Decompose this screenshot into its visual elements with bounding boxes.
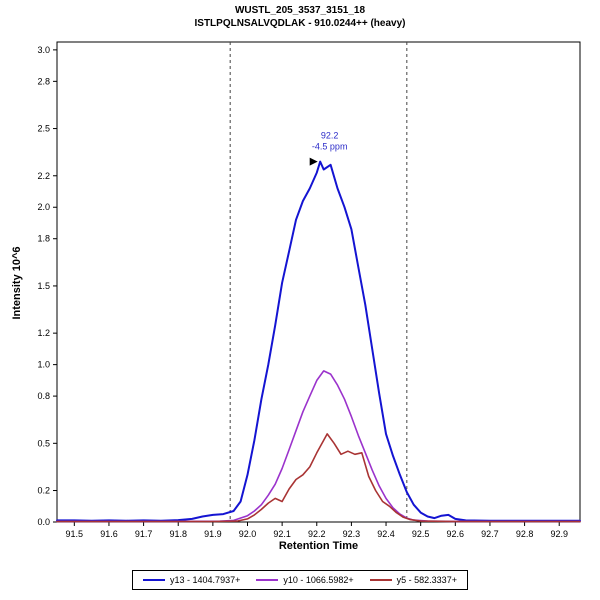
legend-item-y5: y5 - 582.3337+ — [369, 575, 457, 585]
y10-line-swatch — [256, 579, 279, 581]
x-tick-label: 91.6 — [100, 529, 118, 539]
chart-header: WUSTL_205_3537_3151_18 ISTLPQLNSALVQDLAK… — [0, 4, 600, 30]
y-tick-label: 0.2 — [37, 486, 50, 496]
trace-y13 — [56, 160, 581, 522]
y-tick-label: 0.5 — [37, 438, 50, 448]
y-tick-label: 0.0 — [37, 517, 50, 527]
y-tick-label: 2.0 — [37, 202, 50, 212]
y-tick-label: 0.8 — [37, 391, 50, 401]
y-tick-label: 3.0 — [37, 45, 50, 55]
x-tick-label: 92.3 — [343, 529, 361, 539]
y-tick-label: 2.2 — [37, 171, 50, 181]
peak-apex-marker-icon — [309, 157, 318, 166]
x-tick-label: 92.5 — [412, 529, 430, 539]
legend-label-y5: y5 - 582.3337+ — [396, 575, 457, 585]
peak-rt-annotation: 92.2 — [321, 131, 339, 141]
peak-ppm-annotation: -4.5 ppm — [312, 142, 348, 152]
y-tick-label: 2.5 — [37, 124, 50, 134]
y-axis-label: Intensity 10^6 — [11, 246, 23, 320]
x-tick-label: 92.2 — [308, 529, 326, 539]
y-tick-label: 1.2 — [37, 328, 50, 338]
legend-item-y10: y10 - 1066.5982+ — [256, 575, 354, 585]
x-tick-label: 92.1 — [273, 529, 291, 539]
legend-box: y13 - 1404.7937+ y10 - 1066.5982+ y5 - 5… — [132, 570, 468, 590]
y-tick-label: 2.8 — [37, 76, 50, 86]
y13-line-swatch — [143, 579, 166, 581]
legend-item-y13: y13 - 1404.7937+ — [143, 575, 240, 585]
legend: y13 - 1404.7937+ y10 - 1066.5982+ y5 - 5… — [0, 570, 600, 590]
x-tick-label: 91.5 — [66, 529, 84, 539]
trace-y5 — [56, 433, 581, 523]
y-tick-label: 1.0 — [37, 360, 50, 370]
legend-label-y13: y13 - 1404.7937+ — [170, 575, 241, 585]
x-tick-label: 92.9 — [550, 529, 568, 539]
x-tick-label: 91.8 — [169, 529, 187, 539]
y5-line-swatch — [369, 579, 392, 581]
x-tick-label: 92.8 — [516, 529, 534, 539]
plot-border — [56, 41, 581, 523]
chart-title: WUSTL_205_3537_3151_18 — [234, 5, 366, 16]
x-axis-label: Retention Time — [278, 540, 359, 552]
chart-subtitle: ISTLPQLNSALVQDLAK - 910.0244++ (heavy) — [194, 18, 406, 29]
legend-label-y10: y10 - 1066.5982+ — [283, 575, 354, 585]
x-tick-label: 92.6 — [447, 529, 465, 539]
x-tick-label: 91.9 — [204, 529, 222, 539]
y-tick-label: 1.5 — [37, 281, 50, 291]
x-tick-label: 91.7 — [135, 529, 153, 539]
x-tick-label: 92.0 — [239, 529, 257, 539]
x-tick-label: 92.4 — [377, 529, 395, 539]
y-tick-label: 1.8 — [37, 234, 50, 244]
trace-y10 — [56, 370, 581, 523]
x-tick-label: 92.7 — [481, 529, 499, 539]
